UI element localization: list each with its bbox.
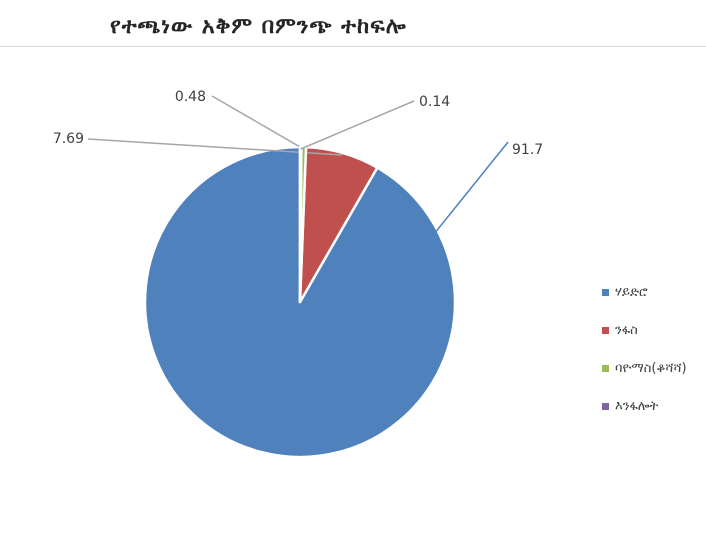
data-label-wind: 7.69	[53, 131, 84, 147]
legend-swatch-wind	[602, 326, 609, 334]
chart-legend: ሃይድሮ ንፋስ ባዮማስ(ቆሻሻ) እንፋሎት	[602, 283, 687, 435]
legend-swatch-hydro	[602, 288, 609, 296]
title-divider	[0, 46, 706, 47]
legend-item-hydro: ሃይድሮ	[602, 283, 687, 301]
data-label-biomass: 0.48	[175, 89, 206, 105]
legend-swatch-biomass	[602, 364, 609, 372]
leader-line-biomass	[211, 95, 305, 150]
legend-item-steam: እንፋሎት	[602, 397, 687, 415]
legend-label-biomass: ባዮማስ(ቆሻሻ)	[615, 360, 687, 376]
legend-item-wind: ንፋስ	[602, 321, 687, 339]
legend-item-biomass: ባዮማስ(ቆሻሻ)	[602, 359, 687, 377]
data-label-steam: 0.14	[419, 94, 450, 110]
legend-swatch-steam	[602, 402, 609, 410]
pie-slice-steam	[298, 145, 303, 304]
data-label-hydro: 91.7	[512, 142, 543, 158]
pie-slice-hydro	[143, 145, 457, 459]
leader-line-hydro	[259, 141, 509, 451]
leader-line-steam	[300, 100, 415, 150]
legend-label-wind: ንፋስ	[615, 322, 638, 338]
chart-title: የተጫነው አቅም በምንጭ ተከፍሎ	[110, 14, 407, 39]
legend-label-steam: እንፋሎት	[615, 398, 659, 414]
legend-label-hydro: ሃይድሮ	[615, 284, 648, 300]
